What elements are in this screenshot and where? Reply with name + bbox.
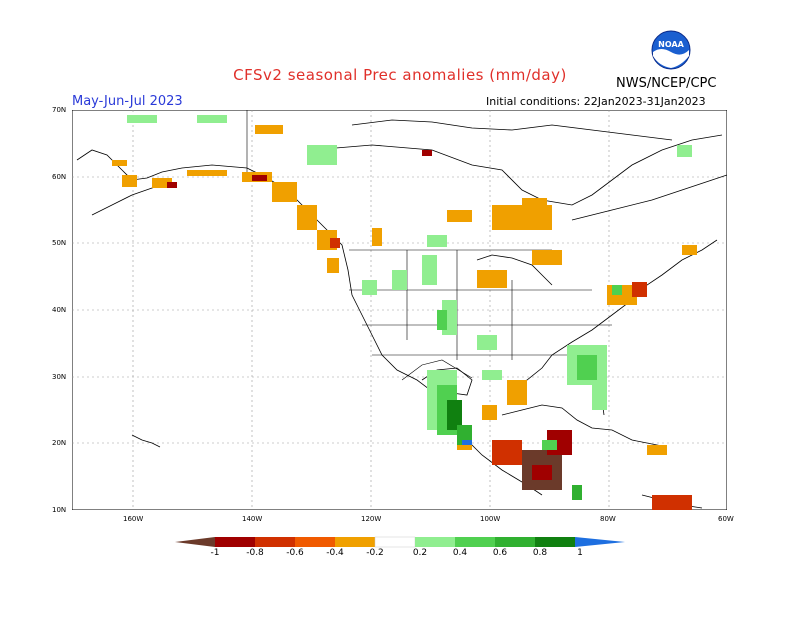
colorbar-cell	[415, 537, 455, 547]
lon-label-80w: 80W	[600, 515, 616, 523]
colorbar-label: 1	[577, 548, 583, 558]
initial-conditions-label: Initial conditions: 22Jan2023-31Jan2023	[486, 95, 706, 108]
dry-anomalies	[112, 125, 697, 510]
lat-label-50n: 50N	[52, 239, 67, 247]
colorbar-cell	[495, 537, 535, 547]
colorbar-cell	[295, 537, 335, 547]
colorbar-label: -1	[210, 548, 220, 558]
lon-label-140w: 140W	[242, 515, 263, 523]
colorbar-label: -0.6	[286, 548, 304, 558]
colorbar-label: -0.4	[326, 548, 344, 558]
colorbar-cell	[374, 536, 416, 548]
colorbar-cell	[175, 537, 215, 547]
season-label: May-Jun-Jul 2023	[72, 94, 183, 109]
colorbar-cell	[575, 537, 625, 547]
wet-anomalies	[127, 115, 692, 500]
lon-label-160w: 160W	[123, 515, 144, 523]
colorbar-label: 0.8	[532, 548, 548, 558]
lat-label-40n: 40N	[52, 306, 67, 314]
lat-label-10n: 10N	[52, 506, 67, 514]
colorbar-label: -0.2	[366, 548, 384, 558]
colorbar-cell	[455, 537, 495, 547]
colorbar	[175, 536, 625, 548]
colorbar-cell	[335, 537, 375, 547]
lat-label-70n: 70N	[52, 106, 67, 114]
colorbar-label: -0.8	[246, 548, 264, 558]
borders	[246, 110, 612, 381]
colorbar-cell	[535, 537, 575, 547]
colorbar-cell	[255, 537, 295, 547]
colorbar-label: 0.6	[492, 548, 508, 558]
precip-anomaly-map	[72, 110, 727, 510]
map-title: CFSv2 seasonal Prec anomalies (mm/day)	[233, 66, 567, 84]
lon-label-100w: 100W	[480, 515, 501, 523]
colorbar-label: 0.4	[452, 548, 468, 558]
svg-text:NOAA: NOAA	[658, 40, 684, 49]
colorbar-cell	[215, 537, 255, 547]
noaa-logo-icon: NOAA	[651, 30, 691, 70]
lon-label-120w: 120W	[361, 515, 382, 523]
org-label: NWS/NCEP/CPC	[616, 76, 717, 91]
lat-label-30n: 30N	[52, 373, 67, 381]
colorbar-label: 0.2	[412, 548, 428, 558]
lat-label-60n: 60N	[52, 173, 67, 181]
lon-label-60w: 60W	[718, 515, 734, 523]
lat-label-20n: 20N	[52, 439, 67, 447]
